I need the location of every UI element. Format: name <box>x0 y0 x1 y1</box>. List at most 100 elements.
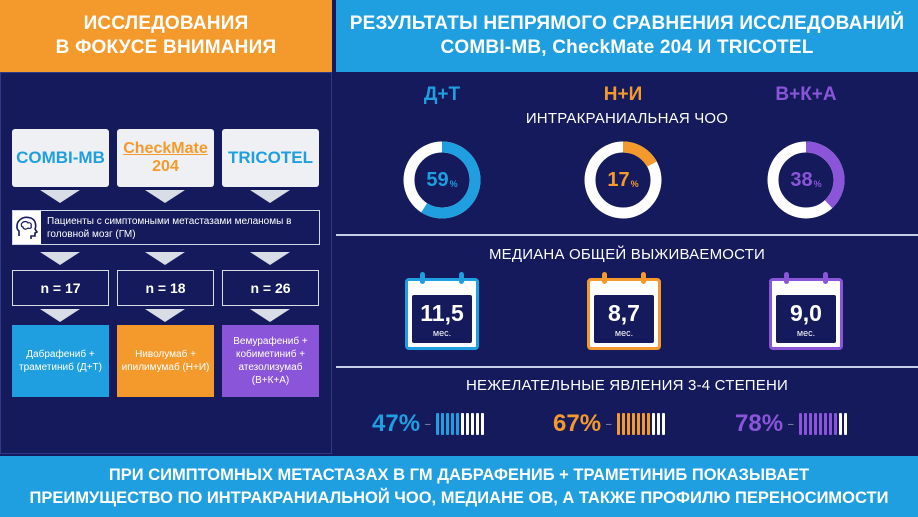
ae-value-vka: 78% <box>735 410 784 437</box>
ae-bar <box>445 413 449 435</box>
orr-donut-ni: 17% <box>583 140 663 220</box>
ae-bar <box>450 413 454 435</box>
ae-bar <box>616 413 620 435</box>
arrow-down-icon <box>40 309 80 322</box>
arrow-down-icon <box>250 309 290 322</box>
header-left: ИССЛЕДОВАНИЯ В ФОКУСЕ ВНИМАНИЯ <box>0 0 332 72</box>
arm-box-dt: Дабрафениб + траметиниб (Д+Т) <box>12 325 109 397</box>
ae-dash: – <box>425 418 431 430</box>
arrow-down-icon <box>40 252 80 265</box>
ae-bar <box>828 413 832 435</box>
os-unit-ni: мес. <box>614 327 634 338</box>
ae-bar <box>465 413 469 435</box>
ae-bar <box>838 413 842 435</box>
arrow-down-icon <box>145 190 185 203</box>
ae-bars-dt <box>435 413 484 435</box>
orr-value-dt: 59 <box>426 168 449 191</box>
section-divider <box>336 234 918 236</box>
ae-value-dt: 47% <box>372 410 421 437</box>
ae-bar <box>843 413 847 435</box>
orr-unit-ni: % <box>630 179 639 189</box>
header-right-line2: COMBI-MB, CheckMate 204 И TRICOTEL <box>440 37 814 58</box>
arm-label-ni: Н+И <box>603 84 643 105</box>
arrow-down-icon <box>40 190 80 203</box>
ae-value-ni: 67% <box>553 410 602 437</box>
orr-donut-dt: 59% <box>402 140 482 220</box>
ae-bar <box>631 413 635 435</box>
study-label-checkmate-number: 204 <box>152 158 179 175</box>
ae-bar <box>651 413 655 435</box>
ae-bar <box>475 413 479 435</box>
study-box-combi-mb: COMBI-MB <box>12 129 109 187</box>
study-box-tricotel: TRICOTEL <box>222 129 319 187</box>
ae-bar <box>833 413 837 435</box>
footer-line1: ПРИ СИМПТОМНЫХ МЕТАСТАЗАХ В ГМ ДАБРАФЕНИ… <box>108 465 810 484</box>
n-box-dt: n = 17 <box>12 270 109 306</box>
arrow-down-icon <box>145 252 185 265</box>
arm-label-dt: Д+Т <box>423 84 461 105</box>
ae-bar <box>470 413 474 435</box>
ae-dash: – <box>606 418 612 430</box>
ae-bar <box>621 413 625 435</box>
ae-bar <box>803 413 807 435</box>
ae-bar <box>656 413 660 435</box>
arrow-down-icon <box>250 252 290 265</box>
arm-box-vka: Вемурафениб + кобиметиниб + атезолизумаб… <box>222 325 319 397</box>
ae-bar <box>823 413 827 435</box>
studies-panel <box>0 72 332 454</box>
header-right: РЕЗУЛЬТАТЫ НЕПРЯМОГО СРАВНЕНИЯ ИССЛЕДОВА… <box>336 0 918 72</box>
header-right-line1: РЕЗУЛЬТАТЫ НЕПРЯМОГО СРАВНЕНИЯ ИССЛЕДОВА… <box>349 13 905 34</box>
ae-bar <box>646 413 650 435</box>
ae-bar <box>455 413 459 435</box>
os-value-ni: 8,7 <box>608 299 640 326</box>
ae-bar <box>626 413 630 435</box>
os-value-dt: 11,5 <box>420 299 464 326</box>
ae-bar <box>435 413 439 435</box>
orr-unit-dt: % <box>449 179 458 189</box>
ae-bar <box>798 413 802 435</box>
orr-unit-vka: % <box>813 179 822 189</box>
ae-bar <box>641 413 645 435</box>
calendar-icon-vka: 9,0 мес. <box>769 272 843 350</box>
orr-donut-vka: 38% <box>766 140 846 220</box>
study-box-checkmate: CheckMate 204 <box>117 129 214 187</box>
calendar-icon-ni: 8,7 мес. <box>587 272 661 350</box>
patients-box: Пациенты с симптомными метастазами мелан… <box>12 210 320 245</box>
os-title: МЕДИАНА ОБЩЕЙ ВЫЖИВАЕМОСТИ <box>488 246 766 263</box>
ae-title: НЕЖЕЛАТЕЛЬНЫЕ ЯВЛЕНИЯ 3-4 СТЕПЕНИ <box>466 377 788 394</box>
study-label-combi-mb: COMBI-MB <box>16 148 105 167</box>
orr-value-vka: 38 <box>790 168 813 191</box>
ae-bar <box>636 413 640 435</box>
ae-bars-vka <box>798 413 847 435</box>
orr-value-ni: 17 <box>607 168 630 191</box>
arm-box-ni: Ниволумаб + ипилимумаб (Н+И) <box>117 325 214 397</box>
n-box-vka: n = 26 <box>222 270 319 306</box>
arrow-down-icon <box>145 309 185 322</box>
os-unit-dt: мес. <box>432 327 452 338</box>
ae-bar <box>460 413 464 435</box>
ae-bar <box>440 413 444 435</box>
ae-item-ni: 67% – <box>553 410 665 438</box>
conclusion-footer: ПРИ СИМПТОМНЫХ МЕТАСТАЗАХ В ГМ ДАБРАФЕНИ… <box>0 456 918 517</box>
footer-line2: ПРЕИМУЩЕСТВО ПО ИНТРАКРАНИАЛЬНОЙ ЧОО, МЕ… <box>29 488 889 507</box>
ae-item-dt: 47% – <box>372 410 484 438</box>
ae-bar <box>808 413 812 435</box>
ae-bar <box>813 413 817 435</box>
ae-item-vka: 78% – <box>735 410 847 438</box>
arrow-down-icon <box>250 190 290 203</box>
header-left-line1: ИССЛЕДОВАНИЯ <box>83 13 249 34</box>
section-divider <box>336 366 918 368</box>
ae-bar <box>661 413 665 435</box>
calendar-icon-dt: 11,5 мес. <box>405 272 479 350</box>
arm-label-vka: В+К+А <box>775 84 837 105</box>
os-unit-vka: мес. <box>796 327 816 338</box>
brain-head-icon <box>13 211 41 244</box>
patients-description: Пациенты с симптомными метастазами мелан… <box>47 215 292 240</box>
header-left-line2: В ФОКУСЕ ВНИМАНИЯ <box>55 37 277 58</box>
ae-bar <box>480 413 484 435</box>
ae-dash: – <box>788 418 794 430</box>
orr-title: ИНТРАКРАНИАЛЬНАЯ ЧОО <box>525 110 729 127</box>
ae-bar <box>818 413 822 435</box>
study-label-tricotel: TRICOTEL <box>228 148 313 167</box>
os-value-vka: 9,0 <box>790 299 822 326</box>
